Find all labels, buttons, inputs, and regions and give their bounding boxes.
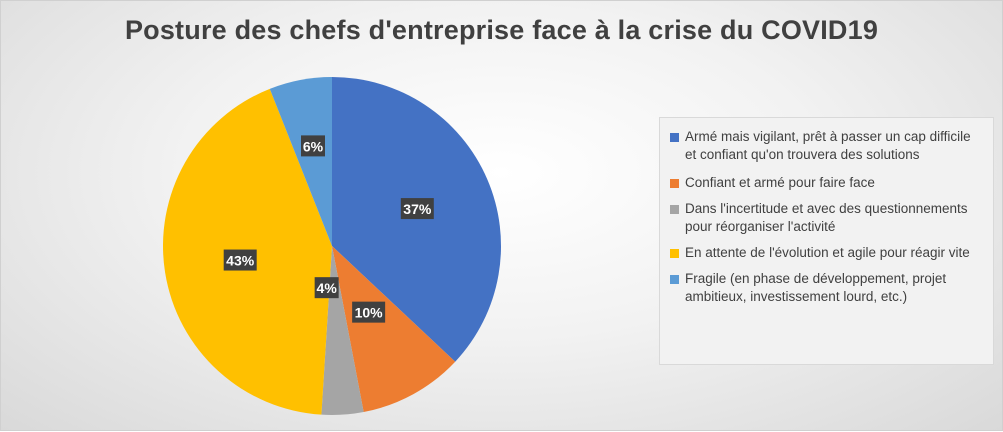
data-label-text-4: 43% xyxy=(226,253,255,269)
legend-item-4: En attente de l'évolution et agile pour … xyxy=(670,244,985,262)
legend-swatch-4 xyxy=(670,249,679,258)
data-label-box-1 xyxy=(400,198,434,220)
legend-item-3: Dans l'incertitude et avec des questionn… xyxy=(670,200,985,236)
legend-swatch-1 xyxy=(670,133,679,142)
legend-item-1: Armé mais vigilant, prêt à passer un cap… xyxy=(670,128,985,164)
pie-slice-2 xyxy=(332,246,456,413)
data-label-text-2: 10% xyxy=(355,305,384,321)
legend-label-3: Dans l'incertitude et avec des questionn… xyxy=(685,201,968,234)
pie-slice-1 xyxy=(332,77,501,362)
data-label-1: 37% xyxy=(400,198,434,220)
legend-swatch-5 xyxy=(670,275,679,284)
pie-slice-5 xyxy=(269,77,332,246)
data-label-5: 6% xyxy=(300,135,325,157)
legend-item-5: Fragile (en phase de développement, proj… xyxy=(670,270,985,306)
data-label-box-5 xyxy=(300,135,325,157)
data-label-box-2 xyxy=(352,301,386,323)
legend-label-4: En attente de l'évolution et agile pour … xyxy=(685,245,970,260)
chart-title: Posture des chefs d'entreprise face à la… xyxy=(124,15,879,45)
data-label-text-5: 6% xyxy=(303,138,324,154)
data-label-box-4 xyxy=(223,249,257,271)
data-label-box-3 xyxy=(314,277,339,299)
data-label-4: 43% xyxy=(223,249,257,271)
legend-label-5: Fragile (en phase de développement, proj… xyxy=(685,271,947,304)
chart-legend: Armé mais vigilant, prêt à passer un cap… xyxy=(659,117,994,365)
legend-swatch-2 xyxy=(670,179,679,188)
data-label-2: 10% xyxy=(352,301,386,323)
data-label-text-3: 4% xyxy=(317,280,338,296)
data-label-text-1: 37% xyxy=(403,201,432,217)
data-label-3: 4% xyxy=(314,277,339,299)
legend-label-1: Armé mais vigilant, prêt à passer un cap… xyxy=(685,129,971,162)
legend-item-2: Confiant et armé pour faire face xyxy=(670,174,985,192)
legend-label-2: Confiant et armé pour faire face xyxy=(685,175,875,190)
legend-swatch-3 xyxy=(670,205,679,214)
